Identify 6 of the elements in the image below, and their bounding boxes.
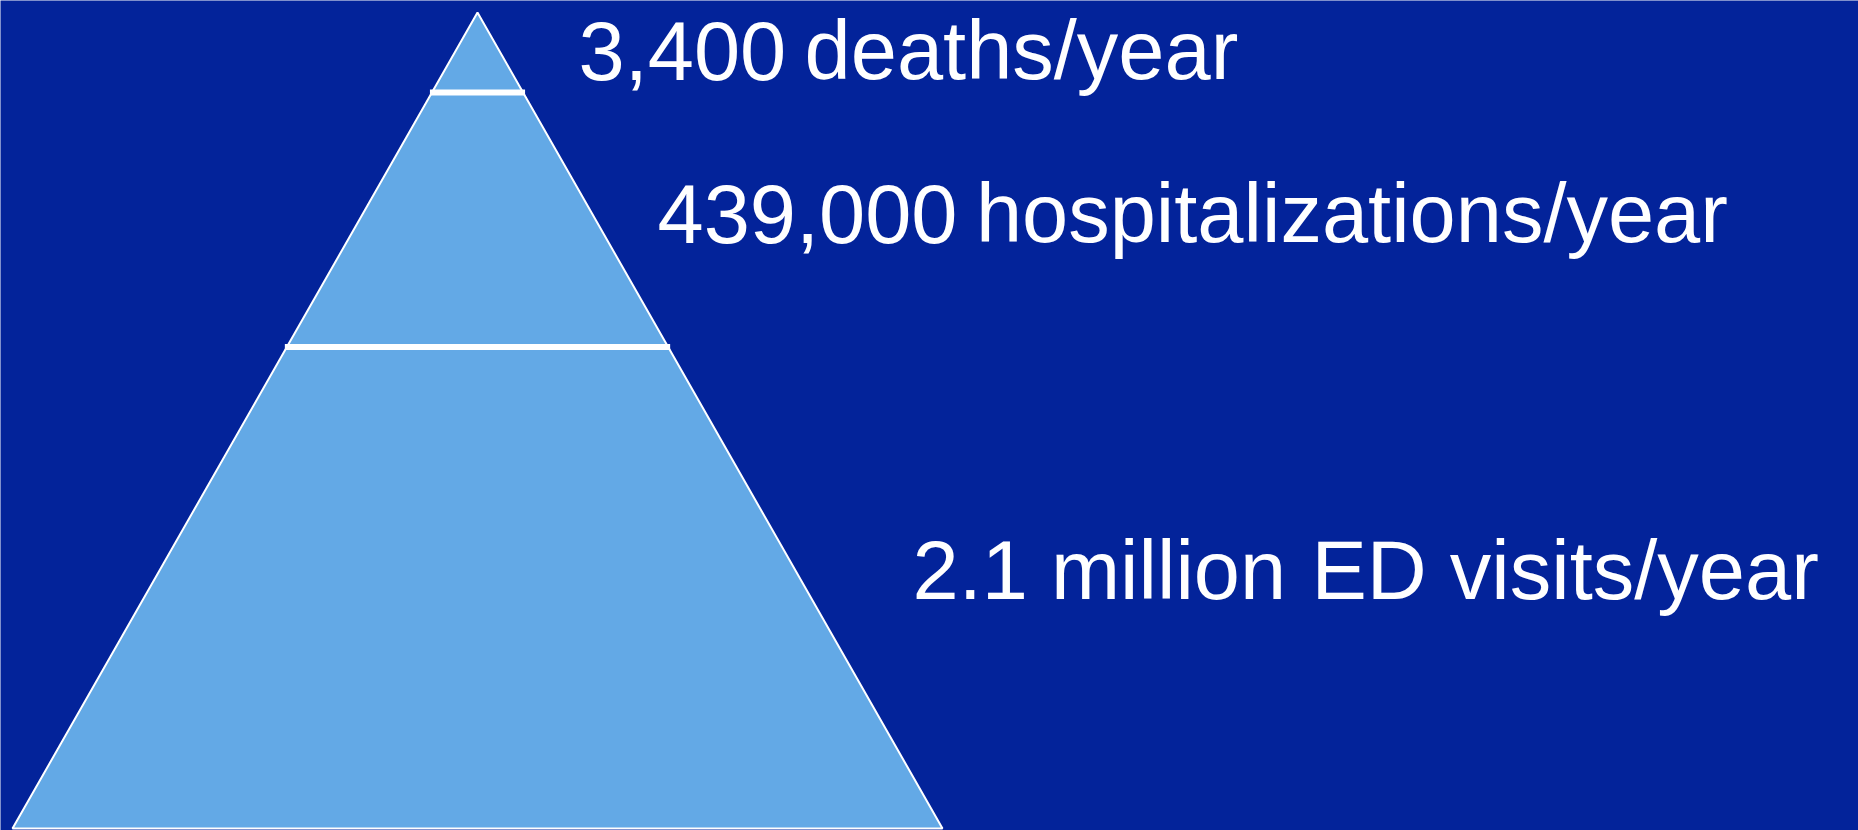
data-label: 439,000 xyxy=(657,167,958,261)
category-label: ED visits/year xyxy=(1311,524,1819,617)
category-label: deaths/year xyxy=(804,4,1239,97)
category-label: hospitalizations/year xyxy=(975,167,1728,260)
data-label: 2.1 million xyxy=(912,524,1287,617)
data-label: 3,400 xyxy=(578,4,787,98)
